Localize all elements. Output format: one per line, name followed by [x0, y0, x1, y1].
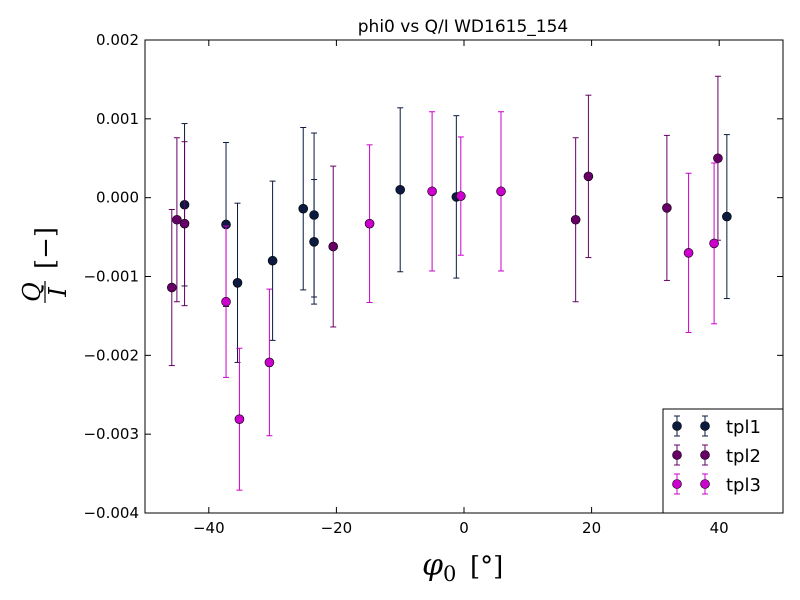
legend-label: tpl3 — [726, 475, 761, 496]
data-point — [232, 278, 243, 288]
data-point — [709, 238, 719, 249]
data-point — [234, 414, 245, 424]
data-layer — [166, 75, 732, 491]
x-tick-label: 20 — [582, 519, 601, 537]
y-axis-label-numerator: Q — [18, 282, 46, 302]
legend-marker — [672, 421, 682, 431]
data-point — [662, 203, 672, 213]
legend-label: tpl2 — [726, 446, 761, 467]
x-tick-label: −20 — [321, 519, 353, 537]
y-tick-label: −0.003 — [83, 425, 139, 443]
y-axis-label-denominator: I — [44, 287, 72, 298]
series-tpl1 — [179, 107, 732, 363]
data-point — [456, 191, 466, 201]
x-axis-label-subscript: 0 — [443, 562, 456, 586]
chart-title: phi0 vs Q/I WD1615_154 — [358, 17, 568, 37]
data-point — [309, 237, 319, 247]
legend-entry-tpl1: tpl1 — [672, 415, 761, 438]
data-point — [427, 186, 437, 197]
y-axis-label: Q I [−] — [18, 227, 72, 303]
series-tpl3 — [221, 111, 719, 491]
y-tick-label: 0.002 — [96, 31, 139, 49]
x-axis-label-unit: [°] — [470, 552, 503, 582]
data-point — [496, 186, 506, 197]
legend-marker — [672, 479, 682, 489]
data-point — [570, 214, 581, 225]
data-point — [166, 282, 177, 293]
data-point — [328, 241, 339, 252]
x-axis-label: φ0 [°] — [422, 548, 503, 586]
data-point — [364, 218, 375, 229]
legend-label: tpl1 — [726, 417, 761, 438]
legend-marker — [700, 421, 710, 431]
data-point — [267, 255, 278, 266]
legend-marker — [700, 479, 710, 489]
data-point — [683, 248, 694, 258]
legend-box — [662, 408, 784, 514]
svg-text:φ0: φ0 — [422, 548, 456, 586]
y-tick-label: 0.000 — [96, 189, 139, 207]
data-point — [713, 153, 723, 164]
legend-marker — [672, 450, 682, 460]
series-tpl2 — [166, 75, 723, 367]
data-point — [395, 184, 406, 195]
legend-entry-tpl2: tpl2 — [672, 444, 761, 467]
legend-marker — [700, 450, 710, 460]
y-axis-label-unit: [−] — [31, 227, 61, 269]
y-tick-label: 0.001 — [96, 110, 139, 128]
data-point — [264, 357, 275, 368]
y-tick-label: −0.004 — [83, 504, 139, 522]
x-axis-label-symbol: φ — [422, 548, 443, 583]
x-tick-label: −40 — [193, 519, 225, 537]
legend: tpl1 tpl2 tpl3 — [662, 408, 784, 514]
data-point — [722, 211, 732, 222]
ticks-layer: −40 −20 0 20 40 −0.004 −0.003 −0.002 −0.001 0.000… — [83, 31, 783, 537]
y-tick-label: −0.001 — [83, 268, 139, 286]
x-tick-label: 40 — [710, 519, 729, 537]
legend-entry-tpl3: tpl3 — [672, 473, 761, 496]
data-point — [298, 203, 309, 214]
data-point — [221, 296, 231, 307]
data-point — [583, 171, 594, 182]
x-tick-label: 0 — [459, 519, 469, 537]
y-tick-label: −0.002 — [83, 346, 139, 364]
data-point — [172, 214, 182, 225]
data-point — [179, 218, 190, 229]
